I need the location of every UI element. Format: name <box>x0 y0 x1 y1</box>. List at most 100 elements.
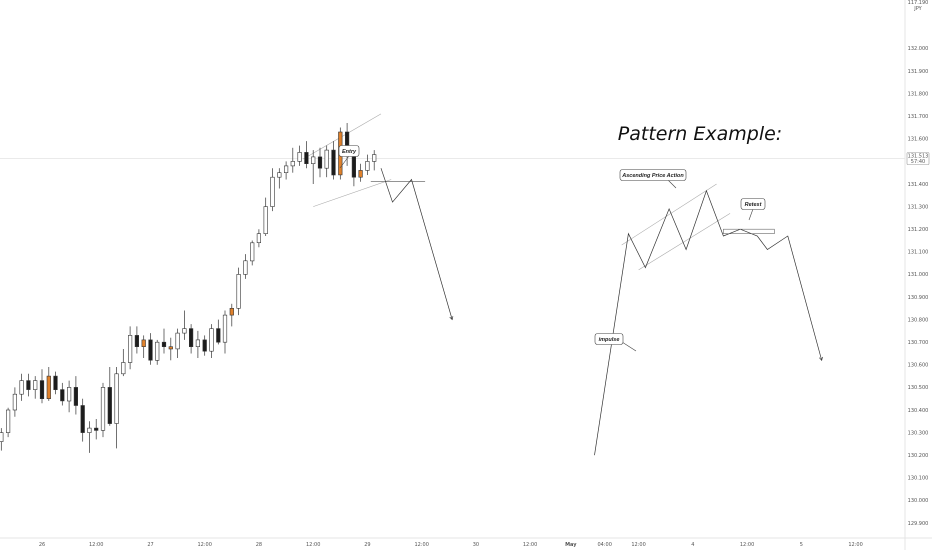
candle <box>107 367 112 426</box>
current-price-badge: 131.513 57:40 <box>906 152 930 165</box>
pattern-path <box>594 189 823 456</box>
candle-body <box>182 328 187 334</box>
candle <box>26 373 31 397</box>
candle-body <box>46 375 51 400</box>
impulse-label[interactable]: impulse <box>594 333 637 352</box>
candle <box>304 141 309 169</box>
retest-zone-box <box>723 228 775 234</box>
candle-body <box>189 328 194 348</box>
candle-body <box>256 233 262 243</box>
time-tick-label: 04:00 <box>597 542 611 548</box>
projection-arrow-icon <box>449 316 454 321</box>
trend-channel-lines <box>302 113 731 271</box>
candle-body <box>148 339 153 361</box>
candle <box>331 141 336 180</box>
current-price-value: 131.513 <box>908 154 929 160</box>
candle <box>290 147 295 173</box>
candle <box>195 330 201 358</box>
candle <box>256 229 262 248</box>
candle-body <box>80 405 85 433</box>
candle <box>324 145 329 178</box>
time-axis[interactable]: 26 12:00 27 12:00 28 12:00 29 12:00 30 12:00 May 04… <box>0 537 932 548</box>
candle <box>87 421 92 453</box>
price-tick-label: 130.000 <box>908 498 929 504</box>
candle-body <box>94 427 99 431</box>
time-tick-label: 12:00 <box>414 542 428 548</box>
candle-body <box>358 170 363 178</box>
chart-plot-area[interactable]: Entry Ascending Price Action Retest impulse… <box>0 113 905 456</box>
candle-body <box>175 332 180 350</box>
price-axis-ticks: 132.000 131.900 131.800 131.700 131.600 131.5… <box>908 46 929 527</box>
candle <box>209 324 214 358</box>
candle-body <box>250 242 255 262</box>
candle <box>155 339 160 365</box>
candle-body <box>195 339 201 347</box>
candle-body <box>324 149 329 169</box>
candle <box>189 324 194 354</box>
candle-body <box>216 328 221 343</box>
candle-body <box>277 172 282 178</box>
retest-label-text: Retest <box>745 202 763 208</box>
ascending-price-action-label-pointer <box>667 179 677 189</box>
candle-body <box>73 387 78 406</box>
time-tick-label: 29 <box>364 542 370 548</box>
candle-body <box>60 389 65 402</box>
price-axis[interactable]: 132.000 131.900 131.800 131.700 131.600 131.5… <box>904 0 930 550</box>
candle <box>202 335 207 356</box>
candle-body <box>67 387 72 402</box>
candle-body <box>290 161 295 167</box>
candle-body <box>304 152 309 164</box>
symbol-currency: JPY <box>913 6 922 12</box>
candle-body <box>297 152 302 162</box>
price-tick-label: 131.300 <box>908 204 929 210</box>
price-tick-label: 130.900 <box>908 295 929 301</box>
candle <box>94 419 99 440</box>
candle <box>134 326 140 354</box>
candle <box>6 407 11 438</box>
candle-body <box>229 307 234 316</box>
time-tick-label: 12:00 <box>306 542 320 548</box>
candle <box>19 373 24 401</box>
candle-body <box>283 165 289 173</box>
time-tick-label: 12:00 <box>740 542 754 548</box>
candle <box>168 337 173 361</box>
ascending-price-action-label-text: Ascending Price Action <box>621 173 684 179</box>
candle <box>114 367 119 449</box>
time-tick-label: 12:00 <box>848 542 862 548</box>
candle-body <box>317 156 323 169</box>
candle <box>283 161 289 180</box>
candle <box>148 333 153 365</box>
time-axis-ticks: 26 12:00 27 12:00 28 12:00 29 12:00 30 12:00 May 04… <box>39 542 863 548</box>
candle-body <box>128 335 133 363</box>
candle-body <box>365 161 370 171</box>
candle <box>12 387 18 417</box>
entry-label-pointer <box>339 155 350 169</box>
candle-body <box>6 409 11 433</box>
candle <box>39 369 45 404</box>
candle <box>344 123 350 166</box>
time-tick-label: 12:00 <box>197 542 211 548</box>
candle-body <box>141 339 146 347</box>
price-tick-label: 131.000 <box>908 272 929 278</box>
symbol-value: 117.190 <box>908 0 929 6</box>
candle <box>46 367 51 401</box>
candle <box>141 335 146 358</box>
ascending-price-action-label[interactable]: Ascending Price Action <box>619 169 687 189</box>
candle <box>365 154 370 175</box>
candle-body <box>168 346 173 350</box>
candle-body <box>87 427 92 433</box>
candle-body <box>12 393 18 411</box>
candle-body <box>107 387 112 424</box>
candle <box>250 240 255 266</box>
time-tick-label: 12:00 <box>631 542 645 548</box>
price-tick-label: 131.200 <box>908 227 929 233</box>
candle-body <box>372 154 377 162</box>
candle <box>243 254 248 279</box>
retest-label[interactable]: Retest <box>740 198 766 221</box>
price-tick-label: 131.700 <box>908 114 929 120</box>
entry-label[interactable]: Entry <box>338 145 360 169</box>
time-tick-label: 12:00 <box>523 542 537 548</box>
candle <box>175 328 180 358</box>
candle <box>100 382 106 438</box>
